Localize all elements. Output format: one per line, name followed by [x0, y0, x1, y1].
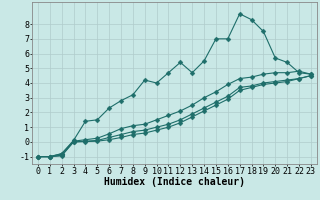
X-axis label: Humidex (Indice chaleur): Humidex (Indice chaleur): [104, 177, 245, 187]
